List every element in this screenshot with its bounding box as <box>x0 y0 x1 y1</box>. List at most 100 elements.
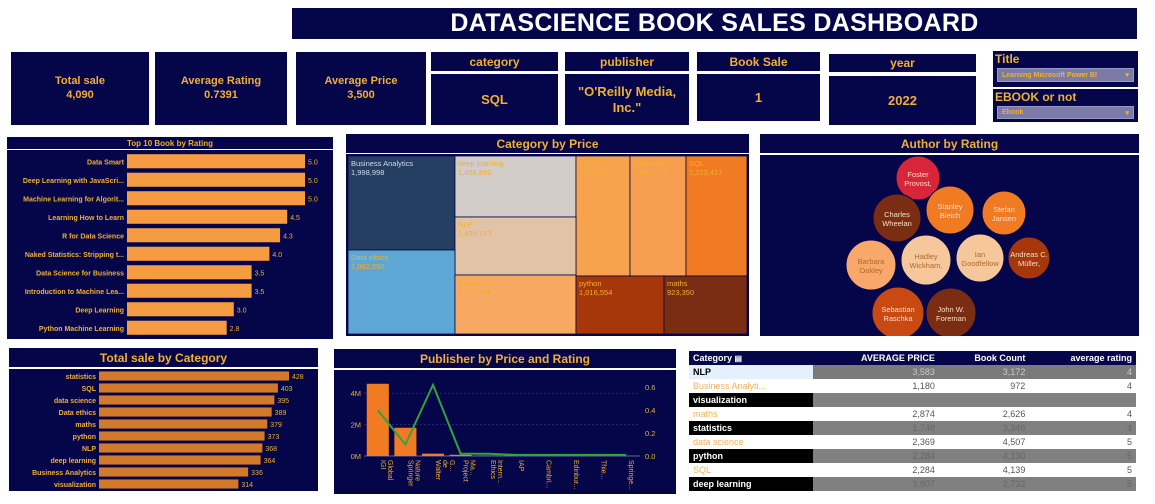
bar[interactable] <box>99 467 249 477</box>
axis-category-label: Data ethics <box>59 410 96 417</box>
treemap-tile[interactable] <box>347 155 456 251</box>
card-publisher-value: "O'Reilly Media, Inc." <box>565 74 689 125</box>
author-bubble[interactable] <box>895 155 941 201</box>
data-label: 403 <box>281 386 293 393</box>
price-bar[interactable] <box>366 383 389 456</box>
price-bar[interactable] <box>421 453 445 456</box>
y-left-tick: 0M <box>351 452 361 461</box>
bar[interactable] <box>127 228 281 243</box>
author-name: Andreas C. Müller, <box>1010 250 1048 268</box>
author-bubble[interactable] <box>955 233 1005 283</box>
author-bubble[interactable] <box>1007 236 1051 280</box>
bar[interactable] <box>99 431 265 441</box>
treemap-tile[interactable] <box>629 155 687 277</box>
bar[interactable] <box>127 172 305 187</box>
publisher-chart-title: Publisher by Price and Rating <box>334 349 676 368</box>
bar[interactable] <box>99 479 239 489</box>
treemap-tile[interactable] <box>575 155 631 277</box>
chevron-down-icon: ▾ <box>1125 72 1129 79</box>
bar[interactable] <box>99 443 263 453</box>
bar[interactable] <box>127 191 305 206</box>
author-bubble[interactable] <box>900 234 952 286</box>
slicer-ebook-dropdown[interactable]: Ebook ▾ <box>997 106 1134 119</box>
data-label: 5.0 <box>308 196 318 203</box>
kpi-value: 3,500 <box>347 88 375 101</box>
y-right-tick: 0.2 <box>645 429 655 438</box>
treemap-title: Category by Price <box>346 134 749 153</box>
price-bar[interactable] <box>394 427 417 456</box>
bar[interactable] <box>127 209 288 224</box>
treemap-label: data science <box>633 159 675 168</box>
category-cell: SQL <box>693 465 712 475</box>
value-cell <box>1029 393 1136 407</box>
treemap-label: deep learning <box>458 159 503 168</box>
slicer-title-dropdown[interactable]: Learning Microsoft Power BI ▾ <box>997 68 1134 82</box>
table-row[interactable]: maths 2,874 2,626 4 <box>689 407 1136 421</box>
author-bubble[interactable] <box>925 185 975 235</box>
data-label: 395 <box>277 398 289 405</box>
author-bubble[interactable] <box>872 193 922 243</box>
treemap-tile[interactable] <box>575 275 665 335</box>
kpi-value: 4,090 <box>66 88 94 101</box>
slicer-ebook-label: EBOOK or not <box>993 89 1138 104</box>
category-cell: deep learning <box>693 479 752 489</box>
table-row[interactable]: NLP 3,583 3,172 4 <box>689 365 1136 379</box>
value-cell: 4 <box>1126 381 1132 391</box>
sort-icon[interactable]: ▤ <box>734 354 743 363</box>
rating-line[interactable] <box>377 382 627 456</box>
bar[interactable] <box>99 407 272 417</box>
treemap-tile[interactable] <box>454 155 577 218</box>
column-header[interactable]: AVERAGE PRICE <box>813 351 939 365</box>
treemap-tile[interactable] <box>454 216 577 276</box>
table-row[interactable]: python 2,284 4,130 5 <box>689 449 1136 463</box>
sale-category-bar-chart: statistics 428 SQL 403 data science 395 Data e… <box>32 371 304 489</box>
bar[interactable] <box>127 265 252 280</box>
author-bubble[interactable] <box>845 239 897 291</box>
author-name: John W. Foreman <box>936 305 966 323</box>
bar[interactable] <box>99 383 278 393</box>
table-row[interactable]: statistics 1,748 3,346 4 <box>689 421 1136 435</box>
table-row[interactable]: Business Analyti... 1,180 972 4 <box>689 379 1136 393</box>
bar[interactable] <box>127 154 305 169</box>
price-bar[interactable] <box>449 454 472 456</box>
data-label: 379 <box>270 422 282 429</box>
value-cell: 4,139 <box>1002 465 1026 475</box>
y-right-tick: 0.0 <box>645 452 655 461</box>
bar[interactable] <box>99 419 268 429</box>
bubble-title: Author by Rating <box>760 134 1139 153</box>
bar[interactable] <box>99 455 261 465</box>
axis-category-label: python <box>73 434 96 441</box>
axis-category-label: Introduction to Machine Lea... <box>25 289 124 296</box>
treemap-tile[interactable] <box>347 249 456 335</box>
bar[interactable] <box>127 320 227 335</box>
table-row[interactable]: SQL 2,284 4,139 5 <box>689 463 1136 477</box>
table-row[interactable]: deep learning 3,807 2,732 5 <box>689 477 1136 491</box>
value-cell: 2,626 <box>1002 409 1026 419</box>
axis-category-label: Python Machine Learning <box>39 326 124 333</box>
value-cell: 4 <box>1126 409 1132 419</box>
author-bubble[interactable] <box>981 190 1027 236</box>
column-header[interactable]: Category ▤ <box>689 351 814 365</box>
data-label: 3.0 <box>237 307 247 314</box>
value-cell: 4 <box>1029 421 1136 435</box>
author-name: Ian Goodfellow <box>961 250 999 268</box>
x-tick-label: IGIGlobal <box>379 460 393 481</box>
value-cell: 5 <box>1126 437 1132 447</box>
treemap-value: 1,998,998 <box>351 168 384 177</box>
treemap-value: 923,350 <box>667 288 694 297</box>
value-cell: 2,874 <box>912 409 935 419</box>
category-table-panel: Category ▤ AVERAGE PRICE Book Count aver… <box>689 351 1136 494</box>
column-header[interactable]: average rating <box>1029 351 1136 365</box>
treemap-tile[interactable] <box>685 155 748 277</box>
bar[interactable] <box>99 395 275 405</box>
column-header[interactable]: Book Count <box>938 351 1030 365</box>
bar[interactable] <box>127 246 270 261</box>
axis-category-label: Machine Learning for Algorit... <box>23 196 124 203</box>
table-row[interactable]: visualization <box>689 393 1136 407</box>
bar[interactable] <box>99 371 289 381</box>
table-row[interactable]: data science 2,369 4,507 5 <box>689 435 1136 449</box>
x-tick-label: EthicsIntern... <box>489 460 503 484</box>
bar[interactable] <box>127 283 252 298</box>
author-name: Foster Provost, <box>904 170 932 188</box>
bar[interactable] <box>127 302 234 317</box>
